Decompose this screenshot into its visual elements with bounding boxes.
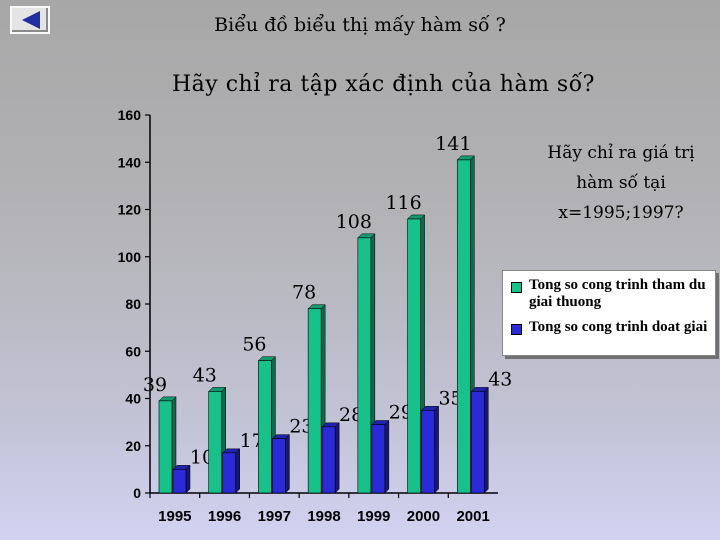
x-tick-label: 2000 — [407, 508, 440, 525]
bar-participating-2000 — [407, 218, 421, 494]
data-label: 116 — [385, 192, 421, 214]
data-label: 43 — [488, 368, 512, 390]
bar-participating-1999 — [357, 237, 372, 494]
y-tick-label: 20 — [125, 438, 141, 454]
bar-awarded-2001 — [470, 391, 485, 494]
y-tick-label: 80 — [125, 296, 141, 312]
x-tick-label: 1996 — [208, 508, 241, 525]
bar-side — [185, 464, 191, 494]
y-tick-label: 0 — [133, 485, 141, 501]
x-tick-label: 1999 — [357, 508, 390, 525]
data-label: 108 — [336, 211, 372, 233]
data-label: 28 — [339, 404, 363, 426]
chart-legend: Tong so cong trinh tham du giai thuong T… — [502, 270, 716, 356]
legend-swatch-series-1 — [511, 282, 522, 293]
legend-label-series-1: Tong so cong trinh tham du giai thuong — [529, 277, 706, 310]
data-label: 10 — [190, 446, 214, 468]
y-tick-label: 120 — [118, 202, 142, 218]
data-label: 56 — [242, 334, 266, 356]
y-tick-label: 100 — [118, 249, 142, 265]
bar-side — [285, 434, 290, 494]
bar-participating-1996 — [208, 391, 223, 494]
bar-side — [434, 405, 439, 494]
bar-awarded-1997 — [272, 438, 286, 494]
x-tick-label: 1998 — [307, 508, 340, 525]
x-tick-label: 1995 — [158, 508, 191, 525]
bar-awarded-1999 — [371, 424, 386, 494]
data-label: 23 — [289, 416, 313, 438]
data-label: 78 — [292, 282, 316, 304]
bar-side — [484, 386, 489, 494]
legend-swatch-series-2 — [511, 324, 522, 335]
bar-participating-1997 — [258, 360, 272, 494]
back-triangle-icon — [22, 11, 40, 29]
bar-awarded-2000 — [421, 410, 435, 494]
bar-side — [384, 419, 390, 494]
slide-title: Biểu đồ biểu thị mấy hàm số ? — [214, 14, 506, 36]
bar-awarded-1995 — [172, 469, 187, 494]
y-tick-label: 40 — [125, 391, 141, 407]
y-tick-label: 140 — [118, 154, 142, 170]
bar-participating-2001 — [456, 159, 471, 494]
x-tick-label: 2001 — [456, 508, 489, 525]
question-values: Hãy chỉ ra giá trị hàm số tại x=1995;199… — [547, 143, 695, 223]
y-tick-label: 60 — [125, 343, 141, 359]
data-label: 29 — [389, 401, 413, 423]
data-label: 35 — [438, 387, 462, 409]
bar-awarded-1996 — [222, 452, 237, 494]
data-label: 39 — [143, 374, 167, 396]
bar-participating-1995 — [158, 400, 173, 494]
data-label: 17 — [240, 430, 264, 452]
bar-participating-1998 — [307, 308, 322, 494]
data-label: 141 — [435, 133, 471, 155]
y-tick-label: 160 — [118, 107, 142, 123]
x-tick-label: 1997 — [258, 508, 291, 525]
question-domain: Hãy chỉ ra tập xác định của hàm số? — [172, 72, 595, 97]
bar-side — [334, 422, 340, 494]
data-label: 43 — [193, 364, 217, 386]
bar-side — [235, 448, 240, 494]
back-button[interactable] — [10, 6, 50, 34]
legend-label-series-2: Tong so cong trinh doat giai — [529, 319, 708, 335]
bar-awarded-1998 — [321, 426, 336, 494]
